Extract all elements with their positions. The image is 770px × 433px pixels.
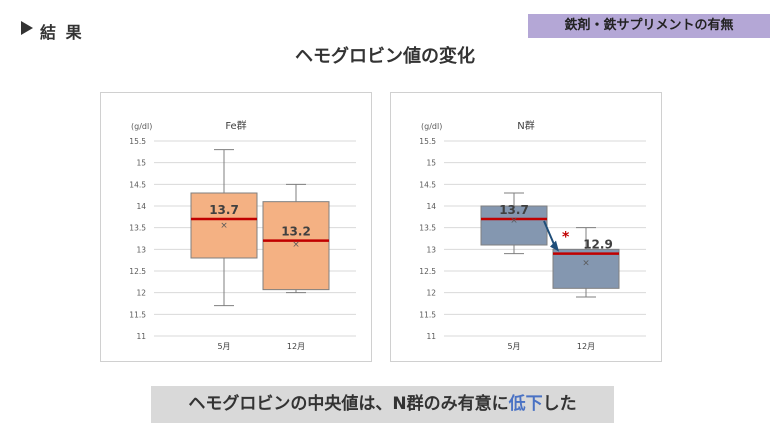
n-y-tick-label: 15.5 bbox=[419, 137, 436, 146]
n-y-tick-label: 12.5 bbox=[419, 267, 436, 276]
n-y-tick-label: 12 bbox=[426, 289, 436, 298]
n-median-label-2: 12.9 bbox=[583, 238, 613, 252]
n-change-arrow-head bbox=[550, 240, 559, 252]
n-mean-marker: × bbox=[510, 216, 518, 226]
fe-mean-marker: × bbox=[220, 221, 228, 231]
section-marker-icon bbox=[21, 21, 33, 35]
conclusion-text: ヘモグロビンの中央値は、N群のみ有意に bbox=[188, 394, 509, 414]
chart-panel-n: 11 11.5 12 12.5 13 13.5 14 14.5 15 15.5 (g/dl) N群 × 1… bbox=[390, 92, 662, 362]
n-box-1 bbox=[480, 205, 548, 246]
fe-y-tick-label: 14.5 bbox=[129, 180, 146, 189]
fe-mean-marker: × bbox=[292, 240, 300, 250]
conclusion-suffix: した bbox=[542, 394, 577, 414]
chart-panel-fe: 11 11.5 12 12.5 13 13.5 14 14.5 15 15.5 (g/dl) Fe群 ×… bbox=[100, 92, 372, 362]
n-y-tick-label: 13 bbox=[426, 245, 436, 254]
fe-y-tick-label: 13.5 bbox=[129, 224, 146, 233]
fe-y-tick-label: 12 bbox=[136, 289, 146, 298]
n-significance-mark: * bbox=[562, 230, 570, 246]
fe-x-tick-label: 12月 bbox=[287, 342, 305, 351]
n-box-2 bbox=[552, 248, 620, 289]
n-change-arrow-shaft bbox=[543, 220, 556, 248]
topic-badge: 鉄剤・鉄サプリメントの有無 bbox=[528, 14, 770, 38]
fe-y-axis-label: (g/dl) bbox=[131, 122, 152, 131]
n-y-tick-label: 15 bbox=[426, 159, 436, 168]
n-y-tick-label: 14 bbox=[426, 202, 436, 211]
n-y-tick-label: 14.5 bbox=[419, 180, 436, 189]
fe-y-tick-label: 11 bbox=[136, 332, 146, 341]
fe-x-tick-label: 5月 bbox=[217, 342, 230, 351]
fe-y-tick-label: 12.5 bbox=[129, 267, 146, 276]
section-heading: 結 果 bbox=[40, 23, 84, 42]
fe-y-tick-label: 14 bbox=[136, 202, 146, 211]
fe-box-1 bbox=[190, 192, 258, 259]
n-x-tick-label: 12月 bbox=[577, 342, 595, 351]
fe-y-tick-label: 15 bbox=[136, 159, 146, 168]
n-x-tick-label: 5月 bbox=[507, 342, 520, 351]
n-y-tick-label: 11.5 bbox=[419, 310, 436, 319]
n-median-label-1: 13.7 bbox=[499, 203, 529, 217]
fe-median-label-1: 13.7 bbox=[209, 203, 239, 217]
n-y-tick-label: 13.5 bbox=[419, 224, 436, 233]
boxplot-fe: 11 11.5 12 12.5 13 13.5 14 14.5 15 15.5 (g/dl) Fe群 ×… bbox=[129, 119, 356, 351]
fe-y-tick-label: 13 bbox=[136, 245, 146, 254]
conclusion-box: ヘモグロビンの中央値は、N群のみ有意に低下した bbox=[151, 386, 614, 423]
n-y-axis-label: (g/dl) bbox=[421, 122, 442, 131]
conclusion-highlight: 低下 bbox=[508, 394, 543, 414]
fe-y-tick-label: 11.5 bbox=[129, 310, 146, 319]
n-y-tick-label: 11 bbox=[426, 332, 436, 341]
fe-chart-title: Fe群 bbox=[225, 119, 246, 132]
n-mean-marker: × bbox=[582, 258, 590, 268]
fe-median-label-2: 13.2 bbox=[281, 225, 311, 239]
page-title: ヘモグロビン値の変化 bbox=[295, 46, 475, 67]
n-chart-title: N群 bbox=[517, 119, 534, 132]
fe-y-tick-label: 15.5 bbox=[129, 137, 146, 146]
fe-box-2 bbox=[262, 201, 330, 291]
